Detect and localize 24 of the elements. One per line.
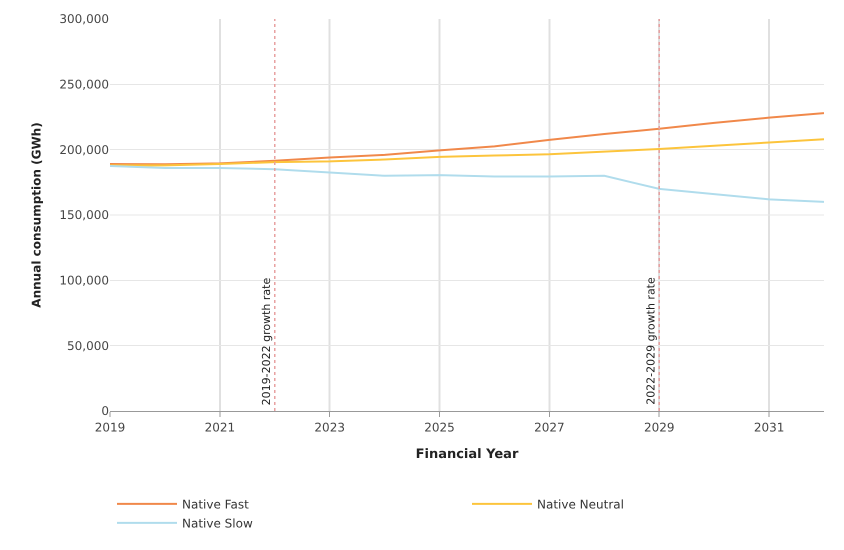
- line-series: [110, 112, 824, 166]
- x-tick-label: 2031: [754, 420, 784, 434]
- x-tick-label: 2025: [424, 420, 455, 434]
- x-tick-label: 2029: [644, 420, 675, 434]
- line-series: [110, 138, 824, 166]
- y-tick-label: 50,000: [67, 338, 109, 353]
- y-tick-label: 200,000: [59, 142, 109, 157]
- y-axis-title: Annual consumption (GWh): [30, 122, 44, 308]
- y-tick-label: 250,000: [59, 78, 109, 92]
- x-tick-label: 2019: [94, 420, 126, 434]
- y-tick-label: 150,000: [59, 208, 109, 222]
- legend-label: Native Neutral: [537, 498, 624, 512]
- y-tick-label: 300,000: [59, 12, 109, 26]
- ref-line-label: 2022-2029 growth rate: [644, 277, 658, 405]
- x-tick-label: 2027: [534, 420, 565, 434]
- x-tick-label: 2023: [314, 420, 345, 434]
- x-axis-title: Financial Year: [416, 447, 519, 462]
- legend-label: Native Fast: [182, 498, 250, 512]
- ref-line-label: 2019-2022 growth rate: [260, 278, 274, 406]
- y-tick-label: 100,000: [59, 274, 109, 288]
- x-tick-label: 2021: [204, 420, 236, 434]
- y-tick-label: 0: [101, 404, 109, 418]
- line-series: [110, 165, 824, 203]
- legend-label: Native Slow: [182, 516, 253, 531]
